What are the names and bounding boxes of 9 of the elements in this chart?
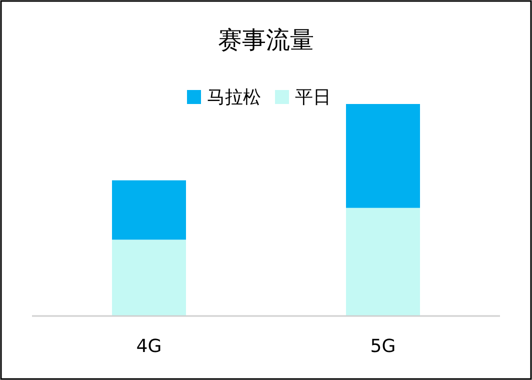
legend-label: 平日 [295, 87, 331, 108]
bar [112, 240, 186, 316]
chart-title: 赛事流量 [218, 26, 314, 54]
bar [112, 180, 186, 240]
bar [346, 104, 420, 208]
x-tick-label: 4G [136, 336, 162, 357]
bar [346, 208, 420, 316]
legend-label: 马拉松 [207, 87, 261, 108]
x-tick-label: 5G [370, 336, 396, 357]
